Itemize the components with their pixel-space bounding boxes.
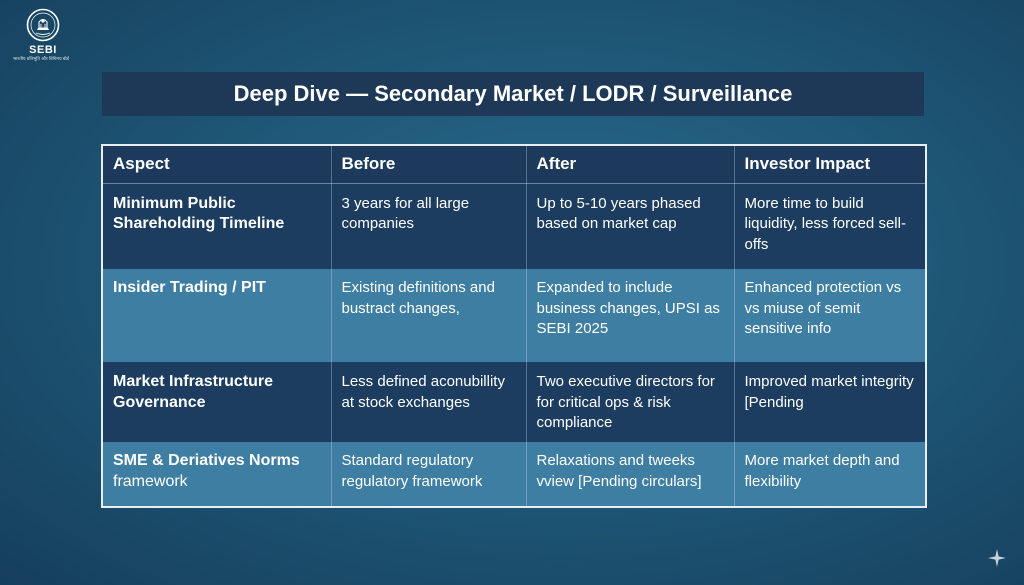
cell-before: Less defined aconubillity at stock excha… — [331, 362, 527, 442]
table-row: Minimum Public Shareholding Timeline 3 y… — [103, 183, 925, 269]
title-bar: Deep Dive — Secondary Market / LODR / Su… — [102, 72, 924, 116]
cell-impact: Enhanced protection vs vs miuse of semit… — [744, 279, 902, 337]
cell-after: Relaxations and tweeks vview [Pending ci… — [526, 442, 735, 506]
cell-after: Two executive directors for for critical… — [526, 362, 735, 442]
cell-aspect-rest: framework — [113, 472, 188, 490]
comparison-table: Aspect Before After Investor Impact Mini… — [101, 144, 927, 508]
table-row: Insider Trading / PIT Existing definitio… — [103, 269, 925, 362]
table-header-row: Aspect Before After Investor Impact — [103, 146, 925, 184]
logo-tagline: भारतीय प्रतिभूति और विनिमय बोर्ड — [13, 56, 69, 61]
cell-after: Expanded to include business changes, UP… — [526, 269, 735, 362]
cell-aspect: Market Infrastructure Governance — [103, 362, 332, 442]
cell-before: Existing definitions and bustract change… — [331, 269, 527, 362]
sebi-logo: SEBI भारतीय प्रतिभूति और विनिमय बोर्ड — [13, 8, 72, 62]
table-row: SME & Deriatives Norms framework Standard… — [103, 442, 925, 506]
header-before: Before — [331, 146, 527, 184]
cell-aspect: Insider Trading / PIT — [103, 269, 332, 362]
cell-after: Up to 5-10 years phased based on market … — [526, 183, 735, 269]
header-aspect: Aspect — [103, 146, 332, 184]
cell-impact: More time to build liquidity, less force… — [744, 194, 906, 253]
cell-aspect: SME & Deriatives Norms framework — [103, 442, 332, 506]
cell-before: Standard regulatory regulatory framework — [331, 442, 527, 506]
cell-aspect-main: SME & Deriatives Norms — [113, 452, 300, 469]
cell-before: 3 years for all large companies — [331, 183, 527, 269]
logo-name: SEBI — [29, 44, 57, 56]
cell-impact: More market depth and flexibility — [744, 452, 900, 490]
cell-impact: Improved market integrity [Pending — [744, 373, 914, 411]
sparkle-icon — [988, 549, 1006, 567]
cell-aspect: Minimum Public Shareholding Timeline — [103, 183, 332, 269]
table-row: Market Infrastructure Governance Less de… — [103, 362, 925, 442]
header-after: After — [526, 146, 735, 184]
sebi-emblem-icon — [26, 8, 60, 42]
page-title: Deep Dive — Secondary Market / LODR / Su… — [233, 81, 793, 106]
header-investor-impact: Investor Impact — [734, 146, 925, 184]
